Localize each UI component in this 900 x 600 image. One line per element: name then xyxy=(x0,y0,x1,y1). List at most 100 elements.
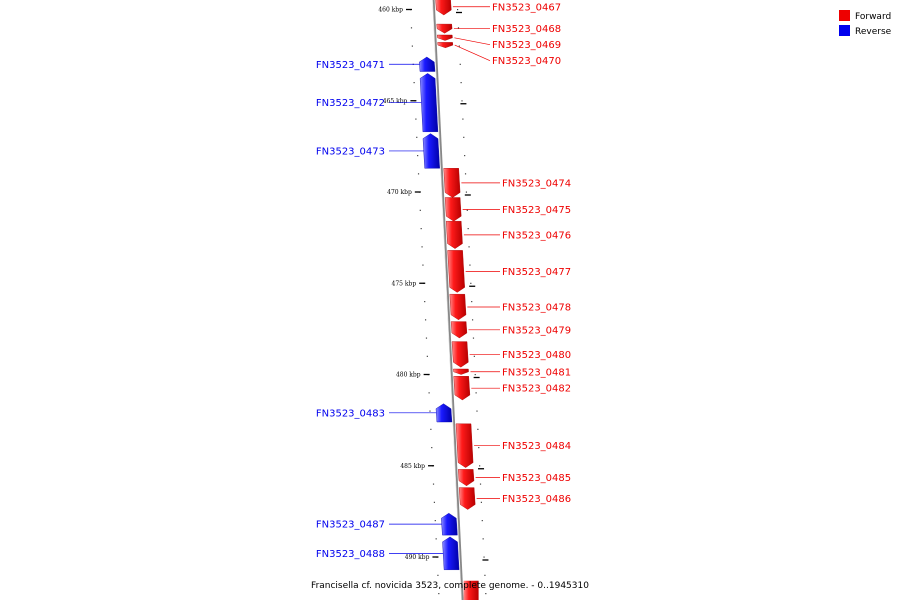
minor-tick-right xyxy=(469,264,471,266)
gene-fn3523-0482-arrow[interactable] xyxy=(453,376,471,401)
gene-leader-line xyxy=(454,44,491,61)
minor-tick-left xyxy=(429,410,431,412)
gene-label[interactable]: FN3523_0475 xyxy=(502,205,571,216)
minor-tick-right xyxy=(464,173,467,175)
gene-label[interactable]: FN3523_0473 xyxy=(316,146,385,157)
gene-fn3523-0487-arrow[interactable] xyxy=(441,512,458,536)
gene-fn3523-0478-arrow[interactable] xyxy=(449,294,467,321)
gene-partial-arrow[interactable] xyxy=(463,580,479,600)
tick-label: 460 kbp xyxy=(378,7,403,14)
genome-backbone-highlight xyxy=(432,0,462,600)
legend-reverse-label: Reverse xyxy=(855,27,892,37)
minor-tick-right xyxy=(462,118,464,120)
minor-tick-left xyxy=(417,173,420,175)
minor-tick-left xyxy=(430,428,432,430)
minor-tick-right xyxy=(482,538,484,540)
gene-label[interactable]: FN3523_0485 xyxy=(502,473,571,484)
gene-fn3523-0483-arrow[interactable] xyxy=(435,403,453,423)
minor-tick-right xyxy=(463,136,465,138)
minor-tick-left xyxy=(426,355,428,357)
minor-tick-right xyxy=(472,337,475,339)
minor-tick-right xyxy=(476,410,478,412)
minor-tick-left xyxy=(413,82,415,84)
legend-forward-swatch xyxy=(839,10,850,21)
minor-tick-left xyxy=(424,301,426,303)
gene-fn3523-0474-arrow[interactable] xyxy=(443,168,461,198)
gene-fn3523-0475-arrow[interactable] xyxy=(444,197,462,222)
minor-tick-right xyxy=(459,63,461,65)
gene-fn3523-0467-arrow[interactable] xyxy=(435,0,452,16)
minor-tick-right xyxy=(468,246,470,248)
minor-tick-right xyxy=(480,501,482,503)
legend-reverse-swatch xyxy=(839,25,850,36)
gene-label[interactable]: FN3523_0467 xyxy=(492,2,561,13)
gene-fn3523-0476-arrow[interactable] xyxy=(445,220,463,249)
gene-fn3523-0473-arrow[interactable] xyxy=(422,133,440,169)
gene-label[interactable]: FN3523_0478 xyxy=(502,302,571,313)
gene-fn3523-0468-arrow[interactable] xyxy=(436,23,453,34)
genome-caption: Francisella cf. novicida 3523, complete … xyxy=(311,581,589,591)
minor-tick-right xyxy=(467,228,469,230)
minor-tick-left xyxy=(421,246,423,248)
minor-tick-left xyxy=(437,574,439,576)
minor-tick-right xyxy=(473,355,475,357)
tick-label: 475 kbp xyxy=(392,280,417,287)
gene-label[interactable]: FN3523_0482 xyxy=(502,384,571,395)
minor-tick-left xyxy=(422,264,424,266)
minor-tick-right xyxy=(479,483,482,485)
tick-label: 490 kbp xyxy=(405,554,430,561)
tick-label: 465 kbp xyxy=(383,98,408,105)
gene-label[interactable]: FN3523_0487 xyxy=(316,520,385,531)
gene-label[interactable]: FN3523_0488 xyxy=(316,549,385,560)
minor-tick-right xyxy=(466,209,468,211)
gene-fn3523-0481-arrow[interactable] xyxy=(453,368,469,375)
minor-tick-left xyxy=(434,520,436,522)
gene-label[interactable]: FN3523_0479 xyxy=(502,325,571,336)
gene-label[interactable]: FN3523_0472 xyxy=(316,98,385,109)
gene-label[interactable]: FN3523_0484 xyxy=(502,441,571,452)
minor-tick-left xyxy=(435,538,437,540)
gene-fn3523-0485-arrow[interactable] xyxy=(457,469,475,487)
gene-label[interactable]: FN3523_0470 xyxy=(492,56,561,67)
minor-tick-right xyxy=(470,282,472,284)
minor-tick-left xyxy=(419,209,421,211)
gene-label[interactable]: FN3523_0483 xyxy=(316,408,385,419)
gene-label[interactable]: FN3523_0476 xyxy=(502,230,571,241)
gene-label[interactable]: FN3523_0471 xyxy=(316,60,385,71)
gene-fn3523-0488-arrow[interactable] xyxy=(442,536,460,570)
minor-tick-left xyxy=(417,155,419,157)
gene-label[interactable]: FN3523_0474 xyxy=(502,178,571,189)
minor-tick-right xyxy=(461,100,463,102)
genome-backbone xyxy=(432,0,464,600)
minor-tick-right xyxy=(483,556,485,558)
gene-fn3523-0480-arrow[interactable] xyxy=(451,341,469,368)
gene-fn3523-0477-arrow[interactable] xyxy=(447,250,465,293)
minor-tick-left xyxy=(431,447,433,449)
gene-label[interactable]: FN3523_0480 xyxy=(502,350,571,361)
tick-label: 485 kbp xyxy=(400,463,425,470)
minor-tick-left xyxy=(416,136,418,138)
gene-fn3523-0470-arrow[interactable] xyxy=(437,42,454,49)
minor-tick-left xyxy=(433,501,435,503)
legend: Forward Reverse xyxy=(839,10,892,37)
minor-tick-left xyxy=(425,337,428,339)
gene-label[interactable]: FN3523_0486 xyxy=(502,494,571,505)
gene-leader-line xyxy=(454,37,491,46)
gene-fn3523-0484-arrow[interactable] xyxy=(455,423,474,468)
gene-fn3523-0479-arrow[interactable] xyxy=(450,321,468,339)
gene-fn3523-0469-arrow[interactable] xyxy=(436,34,453,41)
gene-label[interactable]: FN3523_0468 xyxy=(492,24,561,35)
gene-fn3523-0471-arrow[interactable] xyxy=(419,56,436,72)
minor-tick-left xyxy=(415,118,417,120)
gene-fn3523-0472-arrow[interactable] xyxy=(419,73,439,133)
tick-label: 480 kbp xyxy=(396,372,421,379)
gene-fn3523-0486-arrow[interactable] xyxy=(458,487,476,510)
gene-label[interactable]: FN3523_0477 xyxy=(502,267,571,278)
gene-label[interactable]: FN3523_0469 xyxy=(492,40,561,51)
minor-tick-right xyxy=(485,593,487,595)
minor-tick-left xyxy=(438,593,440,595)
minor-tick-right xyxy=(479,465,481,467)
gene-label[interactable]: FN3523_0481 xyxy=(502,367,571,378)
minor-tick-right xyxy=(471,319,474,321)
